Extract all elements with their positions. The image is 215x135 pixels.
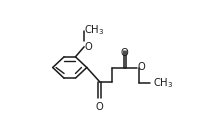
Text: O: O [121, 48, 129, 58]
Text: O: O [96, 102, 103, 112]
Text: CH$_3$: CH$_3$ [153, 76, 174, 90]
Text: CH$_3$: CH$_3$ [84, 23, 105, 37]
Text: O: O [84, 42, 92, 52]
Text: O: O [137, 63, 145, 72]
